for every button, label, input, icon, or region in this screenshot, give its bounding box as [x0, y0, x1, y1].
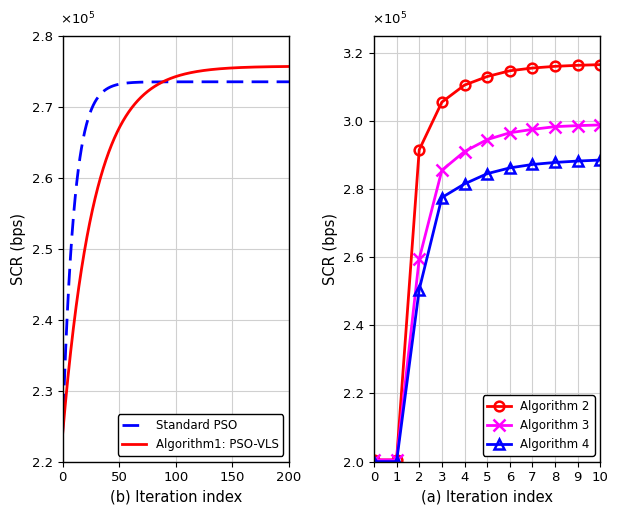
Algorithm1: PSO-VLS: (194, 2.76e+05): PSO-VLS: (194, 2.76e+05) — [279, 63, 286, 70]
Algorithm1: PSO-VLS: (97.2, 2.74e+05): PSO-VLS: (97.2, 2.74e+05) — [169, 74, 176, 80]
Algorithm 3 — [393, 457, 401, 463]
Line: Algorithm1: PSO-VLS: Algorithm1: PSO-VLS — [63, 67, 289, 436]
Algorithm 3 — [484, 137, 491, 143]
Algorithm 4 — [551, 159, 559, 166]
X-axis label: (a) Iteration index: (a) Iteration index — [421, 490, 553, 505]
Algorithm 4 — [484, 171, 491, 177]
Algorithm 3 — [415, 256, 423, 262]
Legend: Algorithm 2, Algorithm 3, Algorithm 4: Algorithm 2, Algorithm 3, Algorithm 4 — [483, 395, 595, 456]
Text: $\times10^5$: $\times10^5$ — [60, 10, 95, 27]
Line: Standard PSO: Standard PSO — [63, 82, 289, 436]
Standard PSO — [59, 432, 66, 439]
Standard PSO — [163, 79, 170, 85]
Algorithm 2 — [393, 457, 401, 463]
Algorithm 4 — [393, 459, 401, 465]
Algorithm 4 — [596, 157, 604, 163]
Algorithm 4 — [438, 195, 446, 201]
Algorithm 3 — [551, 123, 559, 130]
Text: $\times10^5$: $\times10^5$ — [371, 10, 407, 27]
Standard PSO — [169, 79, 176, 85]
Algorithm 3 — [370, 457, 378, 463]
Algorithm 3 — [574, 122, 582, 128]
Algorithm 2 — [370, 457, 378, 463]
Standard PSO — [278, 79, 286, 85]
X-axis label: (b) Iteration index: (b) Iteration index — [110, 490, 242, 505]
Algorithm1: PSO-VLS: (157, 2.76e+05): PSO-VLS: (157, 2.76e+05) — [237, 64, 245, 71]
Standard PSO — [279, 79, 286, 85]
Algorithm 3 — [461, 149, 468, 155]
Algorithm 2 — [596, 61, 604, 68]
Algorithm 2 — [438, 99, 446, 105]
Algorithm1: PSO-VLS: (200, 2.76e+05): PSO-VLS: (200, 2.76e+05) — [285, 63, 293, 70]
Algorithm 3 — [438, 167, 446, 173]
Algorithm 2 — [506, 68, 513, 74]
Algorithm 2 — [461, 82, 468, 88]
Algorithm 4 — [370, 459, 378, 465]
Algorithm 4 — [529, 162, 536, 168]
Algorithm1: PSO-VLS: (0, 2.24e+05): PSO-VLS: (0, 2.24e+05) — [59, 432, 66, 439]
Algorithm 4 — [506, 165, 513, 171]
Algorithm 2 — [574, 62, 582, 69]
Standard PSO — [237, 79, 245, 85]
Line: Algorithm 2: Algorithm 2 — [369, 60, 605, 465]
Algorithm 2 — [484, 73, 491, 79]
Algorithm 2 — [551, 63, 559, 70]
Algorithm1: PSO-VLS: (194, 2.76e+05): PSO-VLS: (194, 2.76e+05) — [278, 63, 286, 70]
Algorithm 2 — [415, 147, 423, 153]
Algorithm1: PSO-VLS: (10.2, 2.4e+05): PSO-VLS: (10.2, 2.4e+05) — [70, 319, 78, 326]
Y-axis label: SCR (bps): SCR (bps) — [322, 213, 337, 285]
Algorithm1: PSO-VLS: (91.9, 2.74e+05): PSO-VLS: (91.9, 2.74e+05) — [163, 77, 170, 83]
Algorithm 2 — [529, 65, 536, 71]
Line: Algorithm 3: Algorithm 3 — [368, 119, 606, 465]
Algorithm 4 — [461, 181, 468, 187]
Legend: Standard PSO, Algorithm1: PSO-VLS: Standard PSO, Algorithm1: PSO-VLS — [118, 414, 283, 456]
Algorithm 4 — [415, 286, 423, 293]
Algorithm 3 — [529, 126, 536, 133]
Algorithm 3 — [596, 122, 604, 128]
Standard PSO — [70, 206, 78, 212]
Line: Algorithm 4: Algorithm 4 — [369, 155, 605, 466]
Y-axis label: SCR (bps): SCR (bps) — [11, 213, 26, 285]
Algorithm 3 — [506, 130, 513, 136]
Standard PSO — [285, 79, 293, 85]
Algorithm 4 — [574, 158, 582, 164]
